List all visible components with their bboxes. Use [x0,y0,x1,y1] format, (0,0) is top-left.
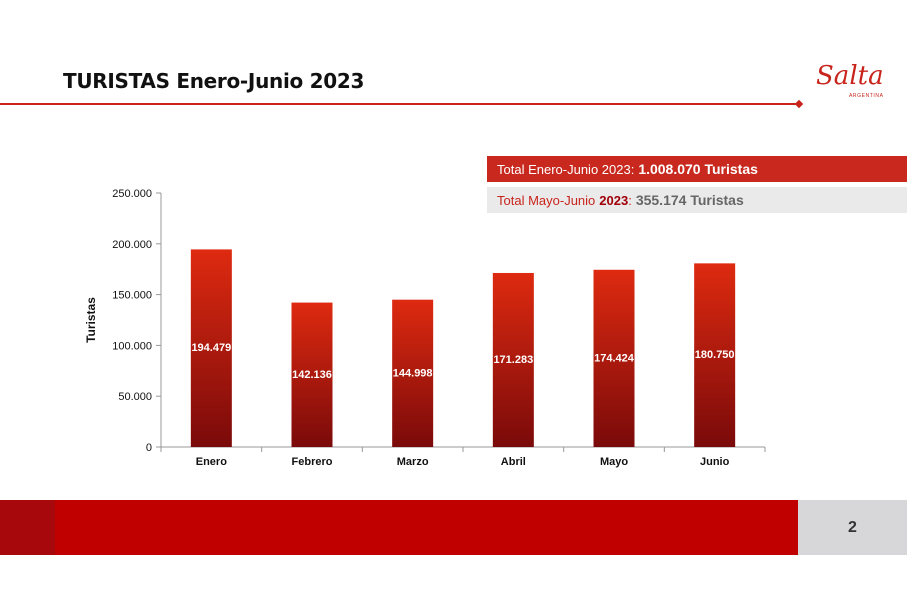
data-label: 144.998 [393,367,433,379]
bar-abril [492,272,534,447]
logo-subtext: ARGENTINA [849,93,884,99]
data-label: 194.479 [191,342,231,354]
bar-mayo [593,269,635,447]
bar-enero [190,249,232,447]
y-axis-label: Turistas [84,297,98,343]
title-underline [0,103,798,105]
partial-colon: : [628,192,632,208]
total-label: Total Enero-Junio 2023: [497,161,635,177]
total-banner: Total Enero-Junio 2023: 1.008.070 Turist… [487,156,907,182]
y-tick-label: 200.000 [112,239,152,251]
y-tick-label: 50.000 [118,391,152,403]
x-tick-label: Enero [196,456,227,468]
page-number: 2 [848,518,857,536]
footer-red-band [55,500,798,555]
x-tick-label: Mayo [600,456,628,468]
x-tick-label: Abril [501,456,526,468]
bar-febrero [291,302,333,447]
bar-junio [694,263,736,447]
data-label: 142.136 [292,369,332,381]
total-value: 1.008.070 Turistas [638,161,758,177]
x-tick-label: Febrero [292,456,333,468]
page-number-box: 2 [798,500,907,555]
y-tick-label: 250.000 [112,188,152,200]
data-label: 180.750 [695,349,735,361]
salta-logo: Salta ARGENTINA [816,61,884,99]
y-tick-label: 150.000 [112,290,152,302]
y-tick-label: 0 [146,442,152,454]
footer-dark-block [0,500,55,555]
partial-value: 355.174 Turistas [635,192,744,208]
bar-marzo [392,299,434,447]
partial-label: Total Mayo-Junio [497,192,596,208]
x-tick-label: Marzo [397,456,429,468]
partial-year: 2023 [599,192,629,208]
y-tick-label: 100.000 [112,340,152,352]
partial-banner: Total Mayo-Junio 2023: 355.174 Turistas [487,187,907,213]
x-tick-label: Junio [700,456,730,468]
logo-wordmark: Salta [816,61,884,91]
data-label: 171.283 [493,354,533,366]
data-label: 174.424 [594,352,635,364]
page-title: TURISTAS Enero-Junio 2023 [63,69,365,93]
